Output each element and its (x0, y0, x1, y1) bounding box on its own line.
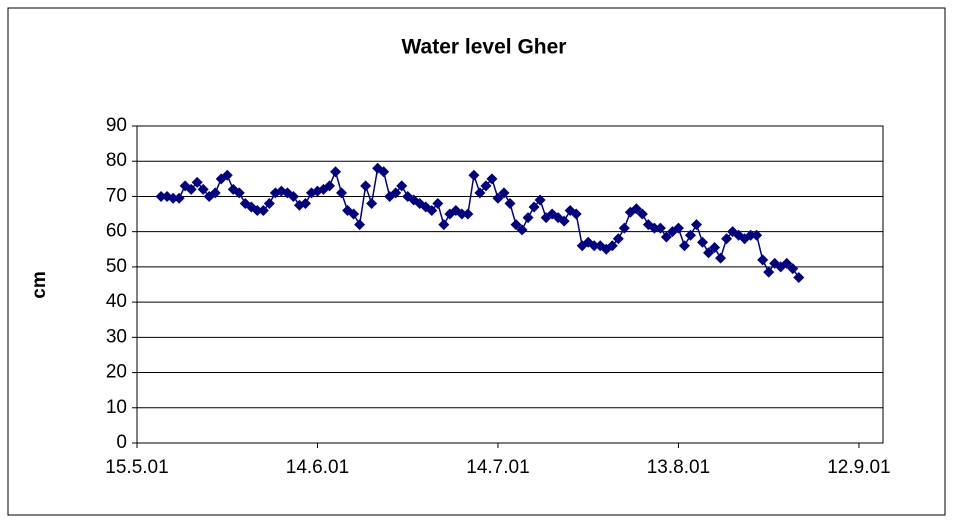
data-marker (233, 187, 245, 199)
data-marker (654, 222, 666, 234)
y-tick-label: 90 (106, 115, 127, 136)
data-marker (793, 271, 805, 283)
y-axis-label: cm (29, 271, 50, 298)
data-marker (570, 208, 582, 220)
y-tick-label: 70 (106, 185, 127, 206)
x-tick-label: 15.5.01 (105, 457, 168, 478)
data-marker (721, 233, 733, 245)
data-marker (648, 222, 660, 234)
data-marker (510, 219, 522, 231)
data-marker (781, 257, 793, 269)
data-marker (763, 266, 775, 278)
data-marker (618, 222, 630, 234)
data-marker (336, 187, 348, 199)
chart-title: Water level Gher (402, 36, 567, 59)
data-marker (221, 169, 233, 181)
data-marker (588, 240, 600, 252)
data-marker (209, 187, 221, 199)
x-tick-label: 12.9.01 (827, 457, 890, 478)
data-marker (257, 205, 269, 217)
data-marker (173, 192, 185, 204)
plot-area (136, 125, 884, 444)
data-marker (438, 219, 450, 231)
data-marker (534, 194, 546, 206)
data-marker (697, 236, 709, 248)
data-marker (672, 222, 684, 234)
data-marker (378, 166, 390, 178)
y-tick-label: 30 (106, 326, 127, 347)
y-tick-label: 60 (106, 221, 127, 242)
data-marker (462, 208, 474, 220)
data-marker (715, 252, 727, 264)
x-tick-label: 14.7.01 (466, 457, 529, 478)
data-marker (709, 242, 721, 254)
data-marker (366, 197, 378, 209)
data-marker (456, 208, 468, 220)
data-marker (287, 190, 299, 202)
data-marker (522, 212, 534, 224)
data-marker (757, 254, 769, 266)
data-marker (390, 187, 402, 199)
data-marker (167, 192, 179, 204)
data-marker (486, 173, 498, 185)
data-marker (612, 233, 624, 245)
data-marker (703, 247, 715, 259)
data-marker (751, 229, 763, 241)
data-marker (191, 176, 203, 188)
data-marker (492, 192, 504, 204)
data-marker (426, 205, 438, 217)
data-marker (504, 197, 516, 209)
data-marker (636, 208, 648, 220)
data-marker (684, 229, 696, 241)
data-marker (432, 197, 444, 209)
data-marker (360, 180, 372, 192)
data-marker (468, 169, 480, 181)
data-marker (251, 205, 263, 217)
data-marker (787, 263, 799, 275)
data-marker (498, 187, 510, 199)
data-marker (354, 219, 366, 231)
data-marker (660, 231, 672, 243)
data-marker (197, 183, 209, 195)
data-marker (185, 183, 197, 195)
data-marker (528, 201, 540, 213)
data-marker (396, 180, 408, 192)
data-marker (263, 197, 275, 209)
data-marker (558, 215, 570, 227)
data-marker (324, 180, 336, 192)
data-marker (678, 240, 690, 252)
data-marker (155, 190, 167, 202)
y-tick-label: 10 (106, 397, 127, 418)
y-tick-label: 20 (106, 362, 127, 383)
data-marker (745, 229, 757, 241)
data-marker (330, 166, 342, 178)
y-tick-label: 50 (106, 256, 127, 277)
y-tick-label: 80 (106, 150, 127, 171)
y-tick-label: 40 (106, 291, 127, 312)
data-marker (606, 240, 618, 252)
data-marker (630, 203, 642, 215)
x-tick-label: 13.8.01 (647, 457, 710, 478)
data-marker (299, 197, 311, 209)
data-marker (348, 208, 360, 220)
data-marker (691, 219, 702, 231)
y-tick-label: 0 (116, 432, 127, 453)
x-tick-label: 14.6.01 (286, 457, 349, 478)
data-marker (474, 187, 486, 199)
data-marker (516, 224, 528, 236)
data-marker (480, 180, 492, 192)
